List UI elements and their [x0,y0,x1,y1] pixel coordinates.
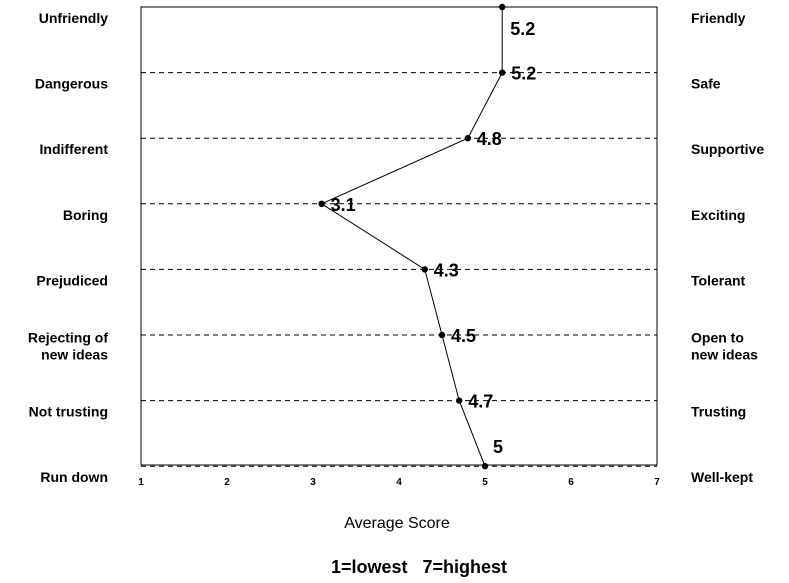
right-anchor-label: Exciting [691,207,745,223]
left-anchor-label: Dangerous [35,76,108,92]
data-label: 4.5 [451,326,476,346]
data-point [464,135,471,142]
data-label: 4.3 [434,260,459,280]
data-label: 5.2 [510,19,535,39]
data-label: 5.2 [511,64,536,84]
score-series [318,3,506,470]
right-labels: Friendly Safe Supportive Exciting Tolerant Op… [691,10,764,485]
right-anchor-label: Supportive [691,141,764,157]
data-labels: 5.2 5.2 4.8 3.1 4.3 4.5 4.7 5 [331,19,537,457]
plot-frame [140,6,658,466]
data-point [438,331,446,339]
data-point [318,200,325,207]
x-tick-label: 7 [654,477,660,488]
left-anchor-label: Rejecting of new ideas [28,330,108,363]
left-anchor-label: Prejudiced [36,272,108,288]
x-tick-label: 3 [310,477,316,488]
left-anchor-label: Unfriendly [39,10,108,26]
x-tick-label: 5 [482,477,488,488]
grid-lines [141,72,657,467]
right-anchor-label: Well-kept [691,469,753,485]
right-anchor-label: Trusting [691,404,746,420]
right-anchor-label: Friendly [691,10,746,26]
data-label: 4.8 [477,129,502,149]
scale-note: 1=lowest 7=highest [331,557,507,577]
x-tick-label: 2 [224,477,230,488]
x-axis-ticks: 1 2 3 4 5 6 7 [138,477,660,488]
data-point [481,463,489,470]
data-label: 3.1 [331,195,356,215]
data-point [499,3,506,11]
left-anchor-label: Boring [63,207,108,223]
data-label: 5 [493,437,503,457]
data-label: 4.7 [468,392,493,412]
right-anchor-label: Open to new ideas [691,330,758,363]
left-anchor-label: Indifferent [40,141,109,157]
left-anchor-label: Not trusting [29,404,108,420]
x-tick-label: 4 [396,477,402,488]
series-line [320,7,503,467]
x-tick-label: 6 [568,477,574,488]
right-anchor-label: Tolerant [691,272,746,288]
data-point [421,266,428,273]
data-point [456,397,463,404]
x-tick-label: 1 [138,477,144,488]
data-point [499,69,506,76]
left-labels: Unfriendly Dangerous Indifferent Boring Prej… [28,10,108,485]
x-axis-title: Average Score [344,515,450,532]
left-anchor-label: Run down [40,469,108,485]
right-anchor-label: Safe [691,76,721,92]
